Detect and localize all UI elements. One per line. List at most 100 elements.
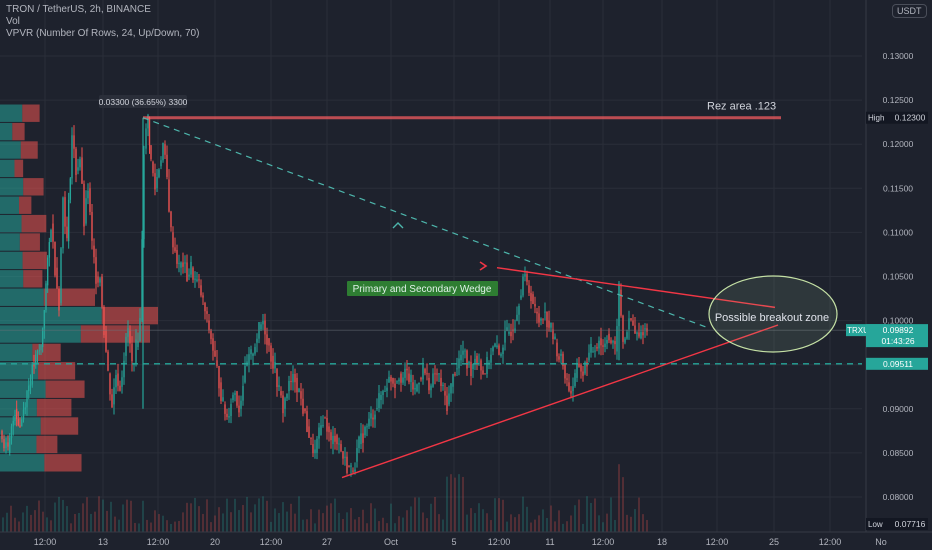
volume-bar bbox=[226, 498, 228, 532]
candle-body bbox=[119, 385, 121, 391]
y-tick-label: 0.10000 bbox=[883, 316, 914, 326]
candle-body bbox=[410, 374, 412, 382]
candle-body bbox=[28, 385, 30, 392]
candle-body bbox=[482, 370, 484, 375]
currency-button[interactable]: USDT bbox=[892, 4, 927, 18]
last-price-badge-bg bbox=[866, 324, 928, 348]
candle-body bbox=[276, 369, 278, 388]
measure-label-bg bbox=[99, 95, 187, 108]
high-badge-value: 0.12300 bbox=[895, 113, 926, 123]
volume-bar bbox=[478, 503, 480, 532]
volume-bar bbox=[322, 513, 324, 532]
candle-body bbox=[374, 414, 376, 420]
volume-bar bbox=[50, 520, 52, 532]
candle-body bbox=[644, 328, 646, 330]
candle-body bbox=[19, 425, 21, 428]
candle-body bbox=[69, 178, 72, 200]
candle-body bbox=[318, 427, 320, 439]
vpvr-bar-up bbox=[0, 159, 15, 178]
volume-bar bbox=[414, 497, 416, 532]
volume-bar bbox=[610, 497, 612, 532]
candle-body bbox=[546, 311, 548, 328]
candle-body bbox=[406, 368, 408, 371]
volume-bar bbox=[38, 500, 40, 532]
candle-body bbox=[87, 190, 89, 199]
candle-body bbox=[384, 390, 386, 392]
candle-body bbox=[584, 362, 586, 374]
candle-body bbox=[160, 160, 162, 167]
candle-body bbox=[156, 177, 158, 189]
candle-body bbox=[184, 262, 186, 264]
volume-bar bbox=[262, 496, 264, 532]
candle-body bbox=[570, 390, 572, 394]
candle-body bbox=[600, 338, 602, 346]
volume-bar bbox=[286, 511, 288, 532]
candle-body bbox=[562, 353, 564, 367]
candle-body bbox=[320, 425, 322, 436]
legend-symbol[interactable]: TRON / TetherUS, 2h, BINANCE bbox=[6, 4, 151, 15]
volume-bar bbox=[190, 503, 192, 532]
volume-bar bbox=[122, 504, 124, 532]
volume-bar bbox=[202, 513, 204, 532]
low-badge-label: Low bbox=[868, 520, 883, 529]
volume-bar bbox=[582, 523, 584, 532]
candle-body bbox=[592, 351, 594, 353]
x-tick-label: 12:00 bbox=[147, 537, 170, 547]
volume-bar bbox=[354, 519, 356, 532]
volume-bar bbox=[26, 505, 28, 532]
candle-body bbox=[606, 339, 608, 344]
x-tick-label: No bbox=[875, 537, 887, 547]
candle-body bbox=[338, 443, 340, 445]
candle-body bbox=[83, 183, 85, 227]
candle-body bbox=[206, 311, 208, 314]
legend-vpvr[interactable]: VPVR (Number Of Rows, 24, Up/Down, 70) bbox=[6, 28, 200, 39]
candle-body bbox=[54, 241, 56, 276]
volume-bar bbox=[374, 508, 376, 532]
volume-bar bbox=[590, 502, 592, 532]
candle-body bbox=[608, 333, 610, 341]
volume-bar bbox=[70, 523, 72, 532]
candle-body bbox=[350, 465, 352, 467]
volume-bar bbox=[546, 517, 548, 532]
volume-bar bbox=[278, 513, 280, 532]
candle-body bbox=[97, 276, 99, 283]
candle-body bbox=[135, 339, 137, 364]
candle-body bbox=[270, 345, 272, 362]
volume-bar bbox=[254, 504, 256, 532]
volume-bar bbox=[622, 477, 624, 532]
candle-body bbox=[378, 393, 380, 409]
candle-body bbox=[272, 355, 274, 369]
candle-body bbox=[518, 305, 520, 315]
candle-body bbox=[610, 340, 612, 343]
candle-body bbox=[454, 374, 456, 376]
candle-body bbox=[178, 262, 180, 264]
volume-bar bbox=[410, 506, 412, 532]
volume-bar bbox=[198, 506, 200, 532]
candle-body bbox=[448, 393, 450, 405]
candle-body bbox=[129, 329, 131, 344]
candle-body bbox=[340, 444, 342, 452]
volume-bar bbox=[298, 496, 300, 532]
candle-body bbox=[362, 433, 364, 443]
candle-body bbox=[522, 276, 524, 296]
candle-body bbox=[474, 358, 476, 364]
candle-body bbox=[396, 381, 398, 383]
candle-body bbox=[558, 356, 560, 360]
volume-bar bbox=[550, 505, 552, 532]
candle-body bbox=[244, 365, 246, 383]
candle-body bbox=[572, 386, 574, 392]
volume-bar bbox=[566, 521, 568, 532]
candle-body bbox=[302, 398, 304, 414]
candle-body bbox=[147, 114, 149, 129]
candle-body bbox=[432, 373, 434, 387]
legend-volume[interactable]: Vol bbox=[6, 16, 20, 27]
candle-body bbox=[58, 288, 60, 311]
y-tick-label: 0.13000 bbox=[883, 51, 914, 61]
candle-body bbox=[66, 226, 68, 239]
candle-body bbox=[170, 211, 172, 228]
candle-body bbox=[101, 276, 103, 307]
candle-body bbox=[400, 373, 402, 383]
candle-body bbox=[192, 267, 194, 280]
candle-body bbox=[52, 223, 54, 242]
